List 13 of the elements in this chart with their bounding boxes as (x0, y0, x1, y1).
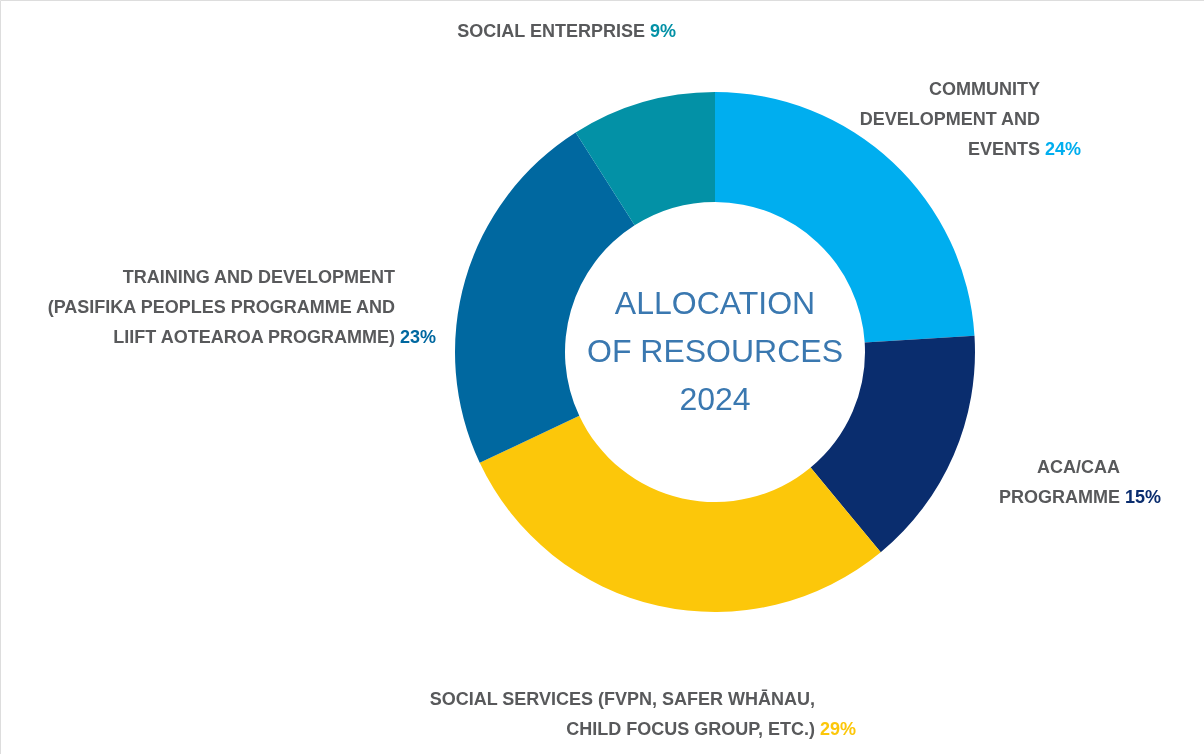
data-label: 15% (1125, 487, 1162, 507)
data-label: 9% (650, 21, 677, 41)
data-label: 29% (820, 719, 857, 739)
data-label: 24% (1045, 139, 1082, 159)
donut-slice (575, 92, 715, 226)
slice-label: COMMUNITY DEVELOPMENT AND EVENTS (859, 79, 1040, 159)
donut-slice (479, 415, 881, 612)
slice-label: ACA/CAA PROGRAMME (999, 457, 1120, 507)
slice-label: TRAINING AND DEVELOPMENT (PASIFIKA PEOPLES PROGRAMME AND LIIFT AOTEAROA PROGRAMME) (47, 267, 395, 347)
data-label: 23% (400, 327, 437, 347)
text: ALLOCATION OF RESOURCES 2024 (586, 285, 844, 417)
slice-label: SOCIAL ENTERPRISE (457, 21, 645, 41)
slice-label: SOCIAL SERVICES (FVPN, SAFER WHĀNAU, CHILD FOCUS GROUP, ETC.) (429, 689, 815, 739)
